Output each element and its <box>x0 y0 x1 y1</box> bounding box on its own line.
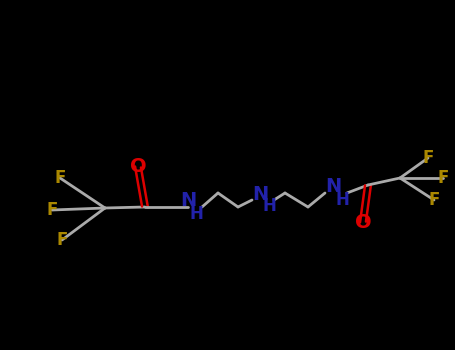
Text: F: F <box>422 149 434 167</box>
Text: F: F <box>437 169 449 187</box>
Text: H: H <box>189 205 203 223</box>
Text: H: H <box>262 197 276 215</box>
Text: F: F <box>46 201 58 219</box>
Text: N: N <box>325 177 341 196</box>
Text: F: F <box>54 169 66 187</box>
Text: O: O <box>130 158 147 176</box>
Text: F: F <box>428 191 440 209</box>
Text: H: H <box>335 191 349 209</box>
Text: F: F <box>56 231 68 249</box>
Text: N: N <box>180 191 196 210</box>
Text: O: O <box>355 212 371 231</box>
Text: N: N <box>252 184 268 203</box>
